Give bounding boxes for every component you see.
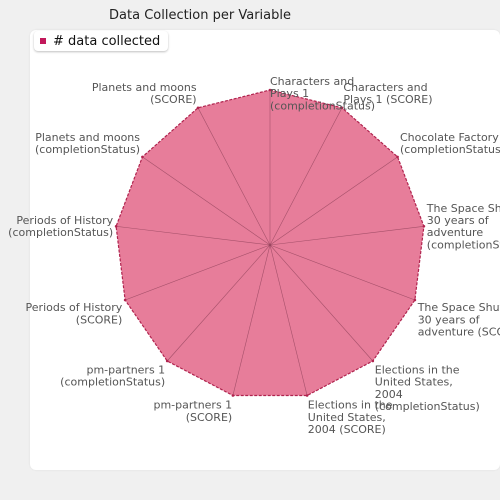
- axis-label: pm-partners 1 (SCORE): [153, 399, 232, 424]
- radar-spoke: [166, 244, 271, 362]
- radar-spoke: [197, 107, 271, 246]
- data-point[interactable]: [196, 106, 200, 110]
- data-point[interactable]: [371, 359, 375, 363]
- legend-swatch: [40, 38, 46, 44]
- radar-spoke: [269, 244, 374, 362]
- axis-label: Elections in the United States, 2004 (compl…: [375, 364, 480, 414]
- data-point[interactable]: [165, 359, 169, 363]
- axis-label: Periods of History (completionStatus): [8, 214, 114, 239]
- radar-spoke: [269, 244, 308, 396]
- chart-title: Data Collection per Variable: [109, 8, 291, 23]
- data-point[interactable]: [231, 394, 235, 397]
- radar-spoke: [269, 244, 416, 301]
- axis-label: Elections in the United States, 2004 (SCOR…: [308, 399, 393, 436]
- data-point[interactable]: [422, 225, 426, 228]
- radar-spoke: [142, 156, 271, 246]
- axis-label: Planets and moons (completionStatus): [35, 131, 140, 156]
- radar-spoke: [232, 244, 271, 396]
- axis-label: pm-partners 1 (completionStatus): [60, 364, 165, 389]
- axis-label: The Space Shuttle:30 years ofadventure(c…: [426, 202, 500, 252]
- radar-spoke: [269, 107, 343, 246]
- radar-spoke: [269, 226, 424, 246]
- axis-label: Characters and Plays 1 (SCORE): [343, 81, 432, 106]
- radar-spoke: [116, 226, 271, 246]
- data-point[interactable]: [305, 394, 309, 397]
- data-point[interactable]: [413, 298, 417, 302]
- data-point[interactable]: [396, 155, 399, 159]
- data-point[interactable]: [340, 106, 344, 110]
- legend[interactable]: # data collected: [34, 31, 169, 51]
- axis-label: Characters and Plays 1 (completionStatus): [270, 75, 375, 112]
- legend-label: # data collected: [53, 33, 161, 49]
- data-point[interactable]: [114, 225, 118, 228]
- axis-label: Chocolate Factory (completionStatus): [400, 131, 500, 156]
- data-point[interactable]: [141, 155, 144, 159]
- data-point[interactable]: [123, 298, 127, 302]
- radar-spoke: [269, 156, 398, 246]
- axis-label: Planets and moons (SCORE): [92, 81, 197, 106]
- axis-label: Periods of History (SCORE): [26, 301, 123, 326]
- data-point[interactable]: [268, 88, 272, 92]
- radar-spoke: [124, 244, 271, 301]
